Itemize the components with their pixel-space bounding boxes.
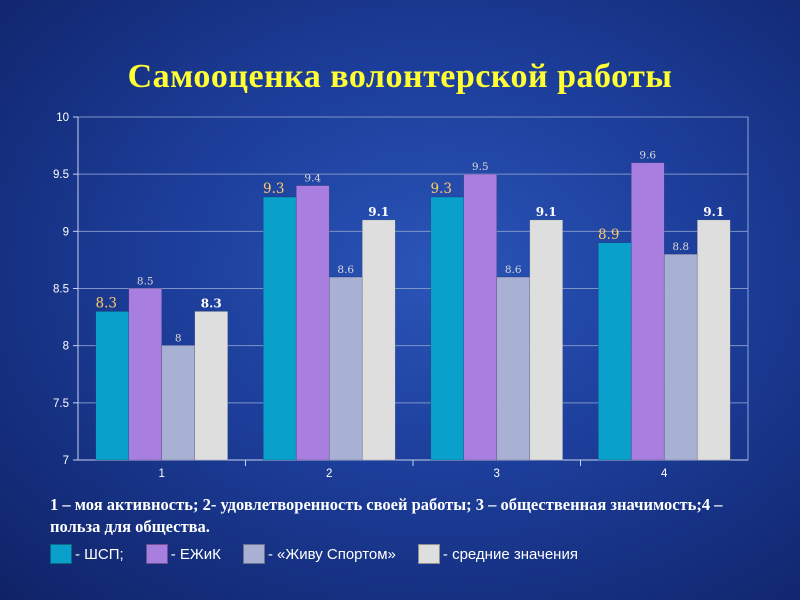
data-label: 9.1: [703, 205, 724, 219]
bar-3-cat-2: [328, 276, 363, 461]
y-tick-label: 9.5: [53, 169, 69, 181]
data-label: 8.6: [337, 264, 354, 276]
legend-label: - ШСП;: [75, 545, 124, 563]
data-label: 8.3: [96, 295, 117, 311]
x-tick-label: 1: [159, 468, 165, 480]
data-label: 9.1: [536, 205, 557, 219]
chart-title: Самооценка волонтерской работы: [127, 58, 673, 95]
y-tick-label: 10: [56, 112, 69, 124]
bar-3-cat-3: [496, 276, 531, 461]
y-tick-label: 7: [63, 455, 69, 467]
bar-3-cat-1: [161, 345, 196, 461]
data-label: 9.4: [304, 173, 321, 185]
data-label: 9.6: [639, 150, 656, 162]
x-tick-label: 4: [661, 468, 668, 480]
bar-2-cat-1: [128, 288, 163, 461]
data-label: 8.5: [137, 276, 154, 288]
y-tick-label: 7.5: [53, 398, 69, 410]
bar-1-cat-2: [262, 196, 297, 461]
legend-label: - «Живу Спортом»: [267, 545, 396, 563]
data-label: 8: [175, 333, 182, 345]
legend-label: - средние значения: [442, 545, 578, 563]
y-tick-label: 8.5: [53, 284, 69, 296]
legend-item: - ЕЖиК: [145, 544, 221, 564]
data-label: 8.3: [201, 296, 222, 310]
bar-4-cat-1: [194, 311, 229, 461]
bar-4-cat-4: [696, 219, 731, 461]
data-label: 9.3: [431, 181, 452, 197]
x-tick-label: 2: [326, 468, 332, 480]
y-tick-label: 8: [63, 341, 69, 353]
legend-swatch: [50, 544, 72, 564]
bar-2-cat-3: [463, 173, 498, 461]
bar-2-cat-2: [295, 185, 330, 461]
legend-swatch: [242, 544, 265, 564]
data-label: 8.8: [672, 241, 689, 253]
data-label: 9.5: [472, 161, 489, 173]
data-label: 9.1: [368, 205, 389, 219]
legend: - ШСП; - ЕЖиК - «Живу Спортом» - средние зн…: [50, 544, 600, 564]
y-tick-label: 9: [63, 226, 69, 238]
data-label: 8.9: [598, 227, 619, 243]
bar-3-cat-4: [663, 253, 698, 461]
legend-swatch: [417, 544, 440, 564]
bar-1-cat-3: [430, 196, 465, 461]
x-tick-label: 3: [494, 468, 500, 480]
data-label: 9.3: [263, 181, 284, 197]
legend-item: - средние значения: [417, 544, 578, 564]
bar-1-cat-4: [597, 242, 632, 461]
legend-item: - «Живу Спортом»: [242, 544, 396, 564]
legend-item: - ШСП;: [50, 544, 124, 564]
bar-2-cat-4: [630, 162, 665, 461]
legend-swatch: [145, 544, 168, 564]
bar-4-cat-3: [529, 219, 564, 461]
bar-1-cat-1: [95, 311, 130, 461]
data-label: 8.6: [505, 264, 522, 276]
legend-label: - ЕЖиК: [170, 545, 221, 563]
chart-caption: 1 – моя активность; 2- удовлетворенность…: [50, 495, 723, 536]
bar-4-cat-2: [361, 219, 396, 461]
